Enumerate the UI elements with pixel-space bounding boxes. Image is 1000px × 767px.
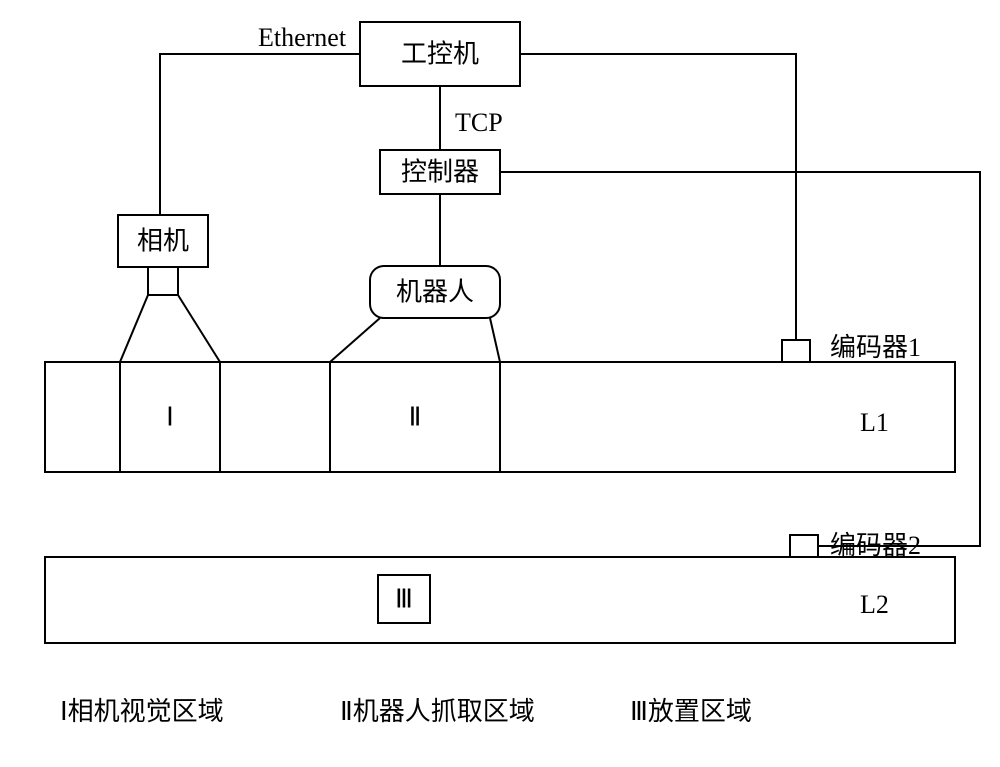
block-diagram: 工控机控制器相机机器人 Ⅰ Ⅱ Ⅲ Ethernet TCP 编码器1 编码器2 L1 L2 Ⅰ相机… — [0, 0, 1000, 762]
ipc-label: 工控机 — [401, 40, 479, 69]
controller-label: 控制器 — [401, 158, 479, 187]
zone2-label: Ⅱ — [409, 403, 422, 432]
L1: L1 — [860, 408, 889, 437]
legend-item1: Ⅰ相机视觉区域 — [60, 697, 224, 726]
legend-item3: Ⅲ放置区域 — [630, 697, 752, 726]
tcp: TCP — [455, 108, 503, 137]
enc1-box — [782, 340, 810, 362]
robot-label: 机器人 — [396, 278, 474, 307]
zone1-label: Ⅰ — [166, 403, 174, 432]
legend-item2: Ⅱ机器人抓取区域 — [340, 697, 535, 726]
zone3-label: Ⅲ — [395, 585, 413, 614]
L2: L2 — [860, 590, 889, 619]
enc2-box — [790, 535, 818, 557]
lens-box — [148, 267, 178, 295]
conveyor2-box — [45, 557, 955, 643]
ethernet: Ethernet — [258, 23, 347, 52]
enc1_label: 编码器1 — [830, 333, 921, 362]
enc2_label: 编码器2 — [830, 531, 921, 560]
camera-label: 相机 — [137, 227, 189, 256]
